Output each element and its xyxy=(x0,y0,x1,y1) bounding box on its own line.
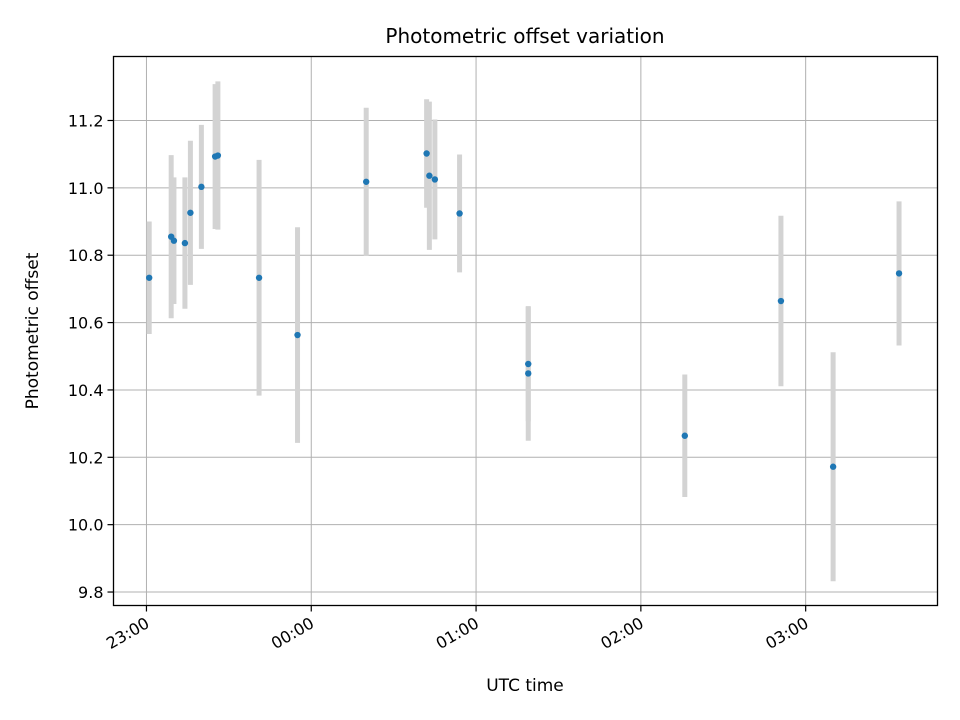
chart-title: Photometric offset variation xyxy=(385,24,664,48)
data-point xyxy=(294,331,301,339)
data-points xyxy=(146,150,903,470)
x-tick-label: 00:00 xyxy=(268,613,317,653)
data-point xyxy=(423,150,430,157)
data-point xyxy=(198,183,205,191)
x-axis-label: UTC time xyxy=(486,676,564,696)
data-point xyxy=(895,270,903,277)
data-point xyxy=(255,274,263,281)
y-tick-label: 10.0 xyxy=(68,516,104,535)
data-point xyxy=(170,237,178,244)
y-tick-label: 10.4 xyxy=(68,381,104,400)
data-point xyxy=(214,152,222,159)
x-axis-ticks: 23:00 00:00 01:00 02:00 03:00 xyxy=(103,605,812,653)
data-point xyxy=(525,370,532,377)
data-point xyxy=(362,178,370,185)
x-tick-label: 02:00 xyxy=(597,613,646,653)
y-tick-label: 10.6 xyxy=(68,314,104,333)
data-point xyxy=(431,176,439,183)
y-axis-label: Photometric offset xyxy=(23,252,43,409)
data-point xyxy=(181,239,189,247)
y-axis-ticks: 9.8 10.0 10.2 10.4 10.6 10.8 11.0 11.2 xyxy=(68,111,114,602)
data-point xyxy=(681,432,689,439)
y-tick-label: 9.8 xyxy=(78,583,103,602)
y-tick-label: 11.0 xyxy=(68,179,104,198)
data-point xyxy=(187,209,194,216)
grid xyxy=(113,56,938,606)
data-point xyxy=(777,297,785,305)
data-point xyxy=(146,274,153,281)
x-tick-label: 23:00 xyxy=(103,613,152,653)
data-point xyxy=(525,360,532,368)
x-tick-label: 01:00 xyxy=(433,613,482,653)
x-tick-label: 03:00 xyxy=(762,613,811,653)
y-tick-label: 10.8 xyxy=(68,246,104,265)
y-tick-label: 10.2 xyxy=(68,448,104,467)
data-point xyxy=(426,172,433,179)
y-tick-label: 11.2 xyxy=(68,111,104,130)
plot-frame xyxy=(112,55,939,607)
data-point xyxy=(829,463,837,470)
data-point xyxy=(456,210,463,217)
error-bars xyxy=(146,81,902,582)
